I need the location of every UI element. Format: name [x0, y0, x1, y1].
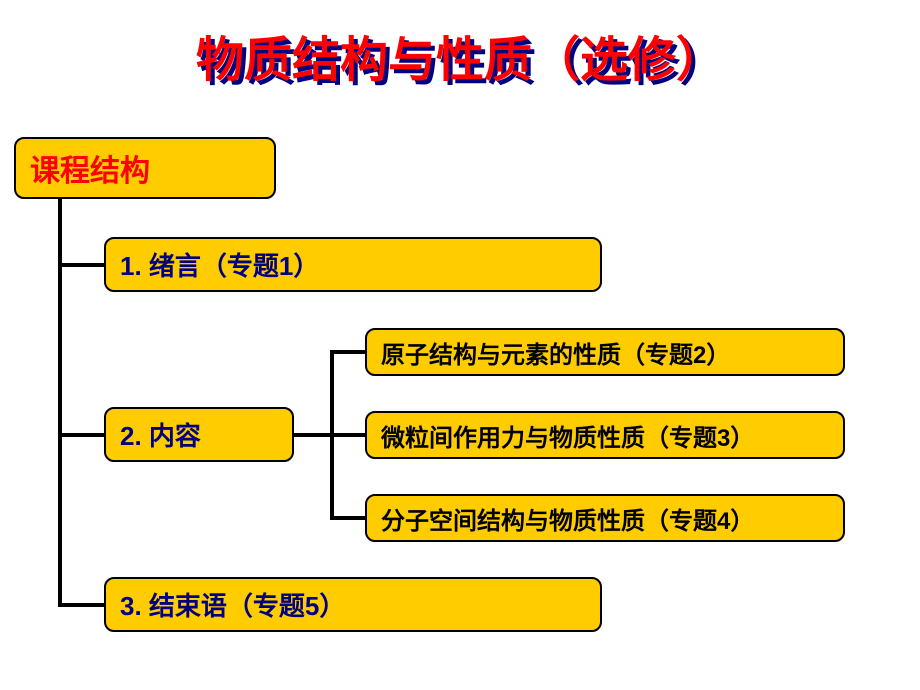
- box-intro-label: 1. 绪言（专题1）: [120, 246, 319, 283]
- connector-h2out: [294, 433, 330, 437]
- connector-hc1: [330, 350, 365, 354]
- box-root: 课程结构: [14, 137, 276, 199]
- connector-hc3: [330, 516, 365, 520]
- box-topic2-label: 原子结构与元素的性质（专题2）: [381, 335, 730, 370]
- box-topic4-label: 分子空间结构与物质性质（专题4）: [381, 501, 754, 536]
- box-content: 2. 内容: [104, 407, 294, 462]
- box-topic3-label: 微粒间作用力与物质性质（专题3）: [381, 418, 754, 453]
- connector-h2: [58, 433, 104, 437]
- box-topic3: 微粒间作用力与物质性质（专题3）: [365, 411, 845, 459]
- box-conclusion: 3. 结束语（专题5）: [104, 577, 602, 632]
- connector-h3: [58, 603, 104, 607]
- connector-vmain: [58, 199, 62, 604]
- box-intro: 1. 绪言（专题1）: [104, 237, 602, 292]
- title-text: 物质结构与性质（选修）: [196, 34, 724, 87]
- box-conclusion-label: 3. 结束语（专题5）: [120, 586, 345, 623]
- box-content-label: 2. 内容: [120, 416, 201, 453]
- connector-hc2: [330, 433, 365, 437]
- slide-title: 物质结构与性质（选修） 物质结构与性质（选修）: [196, 20, 724, 90]
- box-root-label: 课程结构: [30, 146, 150, 190]
- box-topic4: 分子空间结构与物质性质（专题4）: [365, 494, 845, 542]
- box-topic2: 原子结构与元素的性质（专题2）: [365, 328, 845, 376]
- connector-h1: [58, 263, 104, 267]
